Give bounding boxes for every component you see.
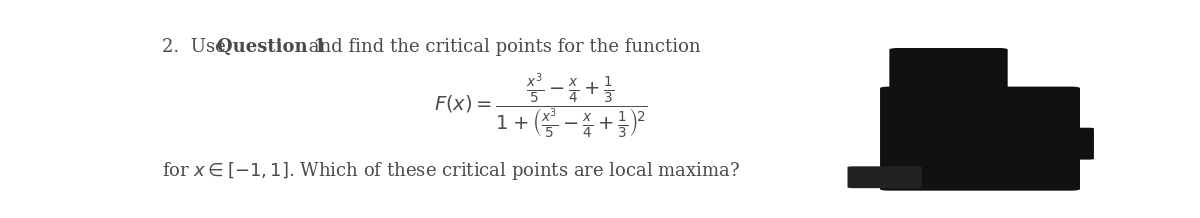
Text: 2.  Use: 2. Use xyxy=(162,38,232,56)
FancyBboxPatch shape xyxy=(1038,128,1094,160)
Text: for $x \in [-1, 1]$. Which of these critical points are local maxima?: for $x \in [-1, 1]$. Which of these crit… xyxy=(162,160,740,182)
Text: and find the critical points for the function: and find the critical points for the fun… xyxy=(302,38,700,56)
FancyBboxPatch shape xyxy=(889,48,1008,98)
Text: Question 1: Question 1 xyxy=(217,38,326,56)
FancyBboxPatch shape xyxy=(847,166,922,188)
FancyBboxPatch shape xyxy=(880,87,1080,191)
Text: $F(x) = \dfrac{\frac{x^3}{5} - \frac{x}{4} + \frac{1}{3}}{1 + \left(\frac{x^3}{5: $F(x) = \dfrac{\frac{x^3}{5} - \frac{x}{… xyxy=(434,72,647,141)
